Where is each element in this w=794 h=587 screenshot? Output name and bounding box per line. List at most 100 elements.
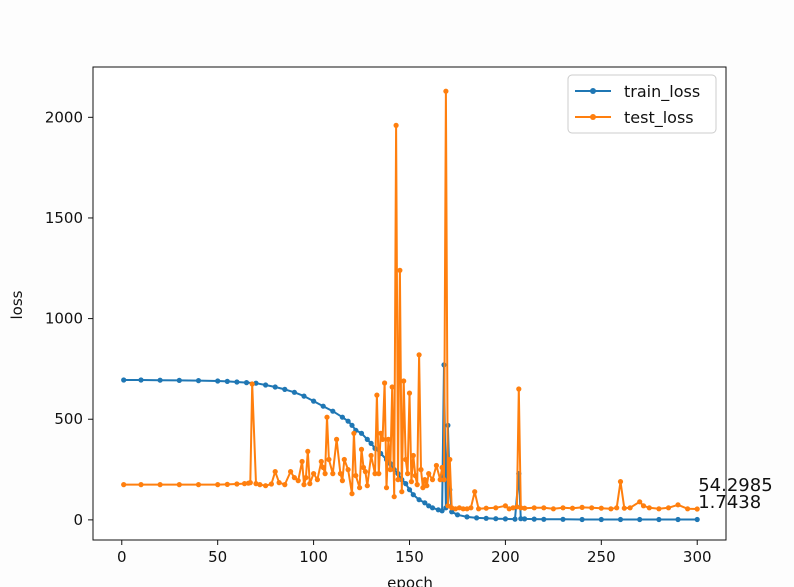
train-loss-point — [439, 508, 445, 514]
legend-marker-train — [590, 88, 596, 94]
train-loss-point — [454, 512, 461, 518]
train-loss-point — [176, 377, 182, 383]
test-loss-point — [326, 456, 332, 463]
test-loss-point — [694, 506, 700, 512]
train-loss-point — [617, 516, 624, 523]
train-loss-point — [579, 516, 585, 523]
test-loss-point — [249, 381, 255, 387]
test-loss-point — [506, 506, 512, 512]
train-loss-point — [330, 408, 336, 414]
train-loss-point — [157, 377, 163, 383]
train-loss-point — [449, 509, 455, 515]
test-loss-point — [675, 502, 681, 508]
test-loss-point — [617, 479, 624, 485]
test-loss-point — [380, 436, 386, 442]
test-loss-point — [522, 505, 528, 511]
test-loss-point — [291, 475, 297, 481]
test-loss-point — [234, 481, 240, 487]
test-loss-point — [301, 482, 307, 488]
test-loss-point — [303, 475, 309, 481]
train-loss-point — [493, 516, 499, 522]
test-loss-point — [353, 473, 359, 479]
train-loss-point — [138, 377, 144, 383]
y-tick-label: 1000 — [45, 310, 83, 328]
test-loss-point — [334, 436, 340, 442]
train-loss-point — [598, 516, 604, 523]
test-loss-point — [405, 471, 411, 477]
test-loss-point — [385, 436, 391, 442]
test-loss-point — [360, 464, 367, 471]
train-loss-point — [215, 378, 221, 384]
test-loss-point — [401, 378, 407, 384]
test-loss-point — [387, 467, 393, 473]
test-loss-point — [422, 477, 428, 483]
test-loss-point — [263, 483, 269, 489]
test-loss-point — [397, 267, 403, 273]
train-loss-point — [263, 382, 269, 388]
test-loss-point — [665, 505, 672, 511]
test-loss-point — [268, 481, 274, 487]
y-tick-label: 0 — [73, 511, 83, 529]
test-loss-point — [447, 456, 453, 463]
train-loss-point — [195, 378, 202, 384]
test-loss-point — [247, 480, 253, 486]
test-loss-point — [541, 505, 547, 511]
test-loss-point — [324, 414, 330, 420]
train-loss-point — [121, 377, 127, 383]
train-loss-point — [656, 516, 662, 523]
test-loss-point — [121, 482, 127, 488]
x-tick-label: 100 — [299, 548, 328, 566]
train-loss-point — [675, 516, 681, 523]
test-loss-point — [429, 477, 436, 483]
test-loss-point — [345, 467, 351, 473]
test-loss-point — [550, 506, 557, 512]
axes-ticks: 0 50 100 150 200 250 300 0 500 1000 1500 2000 — [45, 108, 712, 566]
test-loss-point — [514, 504, 520, 510]
test-loss-point — [362, 469, 368, 475]
train-loss-point — [320, 403, 326, 409]
test-loss-point — [364, 483, 370, 489]
test-loss-point — [437, 477, 443, 483]
plot-frame — [92, 66, 727, 541]
test-loss-point — [176, 482, 182, 488]
train-loss-point — [541, 516, 547, 522]
test-loss-point — [598, 505, 604, 511]
train-loss-point — [364, 436, 370, 442]
test-loss-end-label: 54.2985 — [698, 475, 772, 496]
train-loss-point — [291, 389, 297, 395]
train-loss-point — [339, 414, 345, 420]
legend-marker-test — [590, 114, 596, 120]
test-loss-point — [358, 446, 365, 452]
test-loss-point — [349, 491, 355, 497]
train-loss-point — [345, 418, 351, 424]
train-loss-point — [518, 516, 524, 522]
x-tick-label: 300 — [683, 548, 712, 566]
x-axis-label: epoch — [387, 574, 433, 587]
train-loss-point — [512, 516, 518, 522]
test-loss-point — [299, 458, 305, 465]
x-tick-label: 200 — [491, 548, 520, 566]
test-loss-point — [403, 456, 409, 463]
test-loss-point — [393, 122, 399, 128]
train-loss-point — [429, 505, 436, 511]
test-loss-point — [330, 471, 336, 477]
test-loss-point — [224, 481, 230, 487]
test-loss-point — [685, 506, 691, 512]
train-loss-point — [410, 492, 416, 498]
test-loss-point — [276, 480, 282, 486]
test-loss-point — [389, 384, 395, 390]
test-loss-point — [307, 481, 313, 487]
test-loss-point — [157, 482, 163, 488]
train-loss-point — [637, 516, 643, 523]
y-tick-label: 2000 — [45, 108, 83, 126]
test-loss-point — [372, 471, 378, 477]
test-loss-point — [272, 469, 278, 475]
test-loss-point — [341, 456, 347, 463]
legend-label-train: train_loss — [624, 82, 700, 102]
train-loss-point — [403, 481, 409, 487]
test-loss-point — [476, 506, 482, 512]
train-loss-point — [349, 422, 355, 428]
test-loss-point — [383, 485, 390, 491]
test-loss-point — [627, 505, 633, 511]
